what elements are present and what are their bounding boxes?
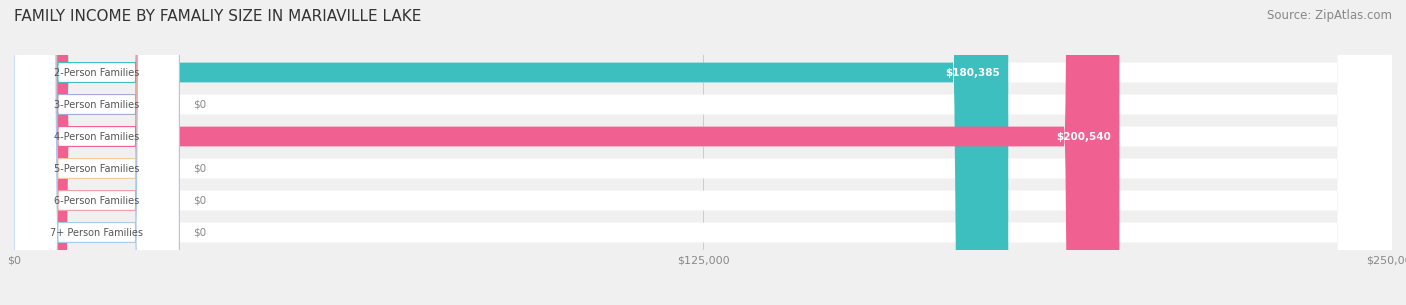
FancyBboxPatch shape [14, 0, 180, 305]
Text: $0: $0 [193, 196, 207, 206]
Text: $0: $0 [193, 163, 207, 174]
FancyBboxPatch shape [14, 0, 1119, 305]
FancyBboxPatch shape [14, 0, 1008, 305]
FancyBboxPatch shape [14, 0, 1392, 305]
FancyBboxPatch shape [14, 0, 1392, 305]
Text: 7+ Person Families: 7+ Person Families [51, 228, 143, 238]
Text: 3-Person Families: 3-Person Families [53, 99, 139, 109]
Text: $0: $0 [193, 228, 207, 238]
Text: Source: ZipAtlas.com: Source: ZipAtlas.com [1267, 9, 1392, 22]
Text: 4-Person Families: 4-Person Families [53, 131, 139, 142]
Text: $180,385: $180,385 [945, 67, 1000, 77]
Text: 2-Person Families: 2-Person Families [53, 67, 139, 77]
Text: FAMILY INCOME BY FAMALIY SIZE IN MARIAVILLE LAKE: FAMILY INCOME BY FAMALIY SIZE IN MARIAVI… [14, 9, 422, 24]
FancyBboxPatch shape [14, 0, 180, 305]
Text: 6-Person Families: 6-Person Families [53, 196, 139, 206]
Text: $200,540: $200,540 [1056, 131, 1111, 142]
FancyBboxPatch shape [14, 0, 180, 305]
FancyBboxPatch shape [14, 0, 1392, 305]
FancyBboxPatch shape [14, 0, 1392, 305]
FancyBboxPatch shape [14, 0, 1392, 305]
FancyBboxPatch shape [14, 0, 180, 305]
Text: $0: $0 [193, 99, 207, 109]
FancyBboxPatch shape [14, 0, 180, 305]
FancyBboxPatch shape [14, 0, 1392, 305]
FancyBboxPatch shape [14, 0, 180, 305]
Text: 5-Person Families: 5-Person Families [53, 163, 139, 174]
